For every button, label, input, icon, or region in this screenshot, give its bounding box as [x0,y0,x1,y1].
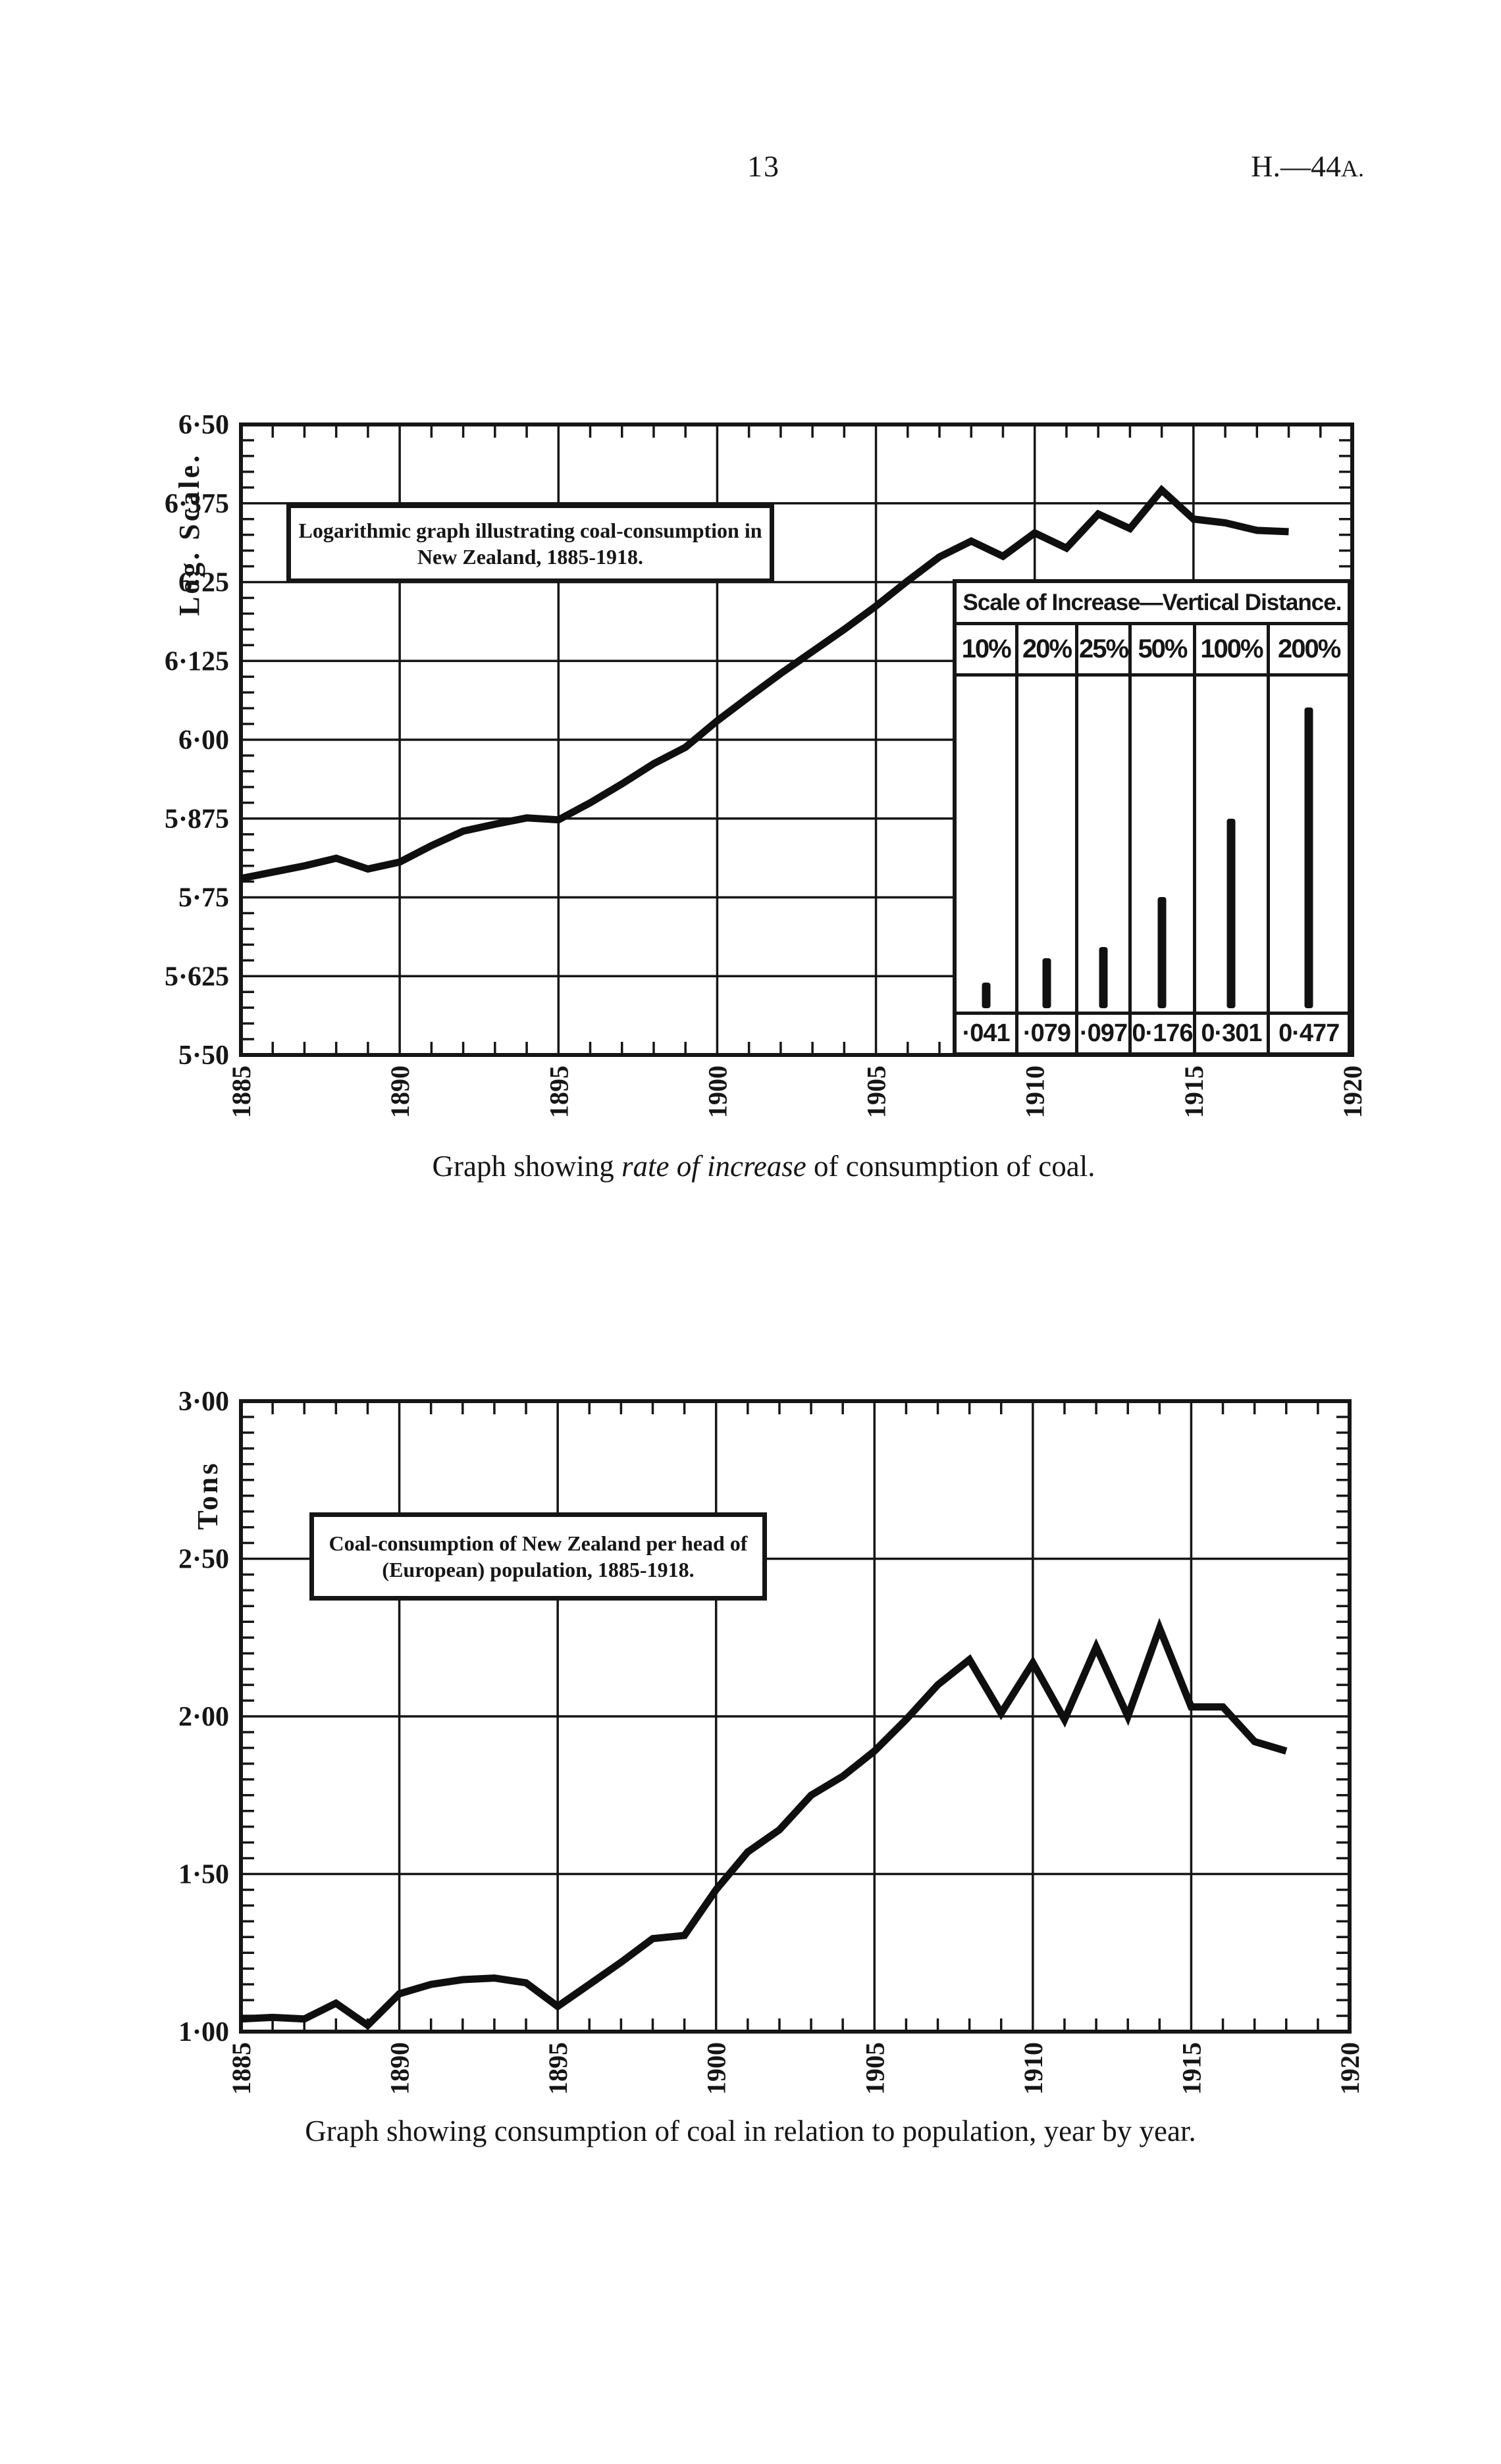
percent-label: 50% [1132,625,1193,677]
distance-value-label: ·079 [1018,1012,1075,1052]
y-axis-tick-label: 5·75 [178,883,229,913]
percent-label: 10% [957,625,1016,677]
x-axis-tick-label: 1910 [1020,1065,1050,1118]
plot-frame [239,423,1354,1057]
document-reference-main: H.—44 [1251,149,1341,183]
scale-column: 100% 0·301 [1196,625,1271,1052]
y-axis-tick-label: 6·25 [178,568,229,598]
x-axis-tick-label: 1905 [862,1065,891,1118]
percent-label: 200% [1270,625,1348,677]
vertical-distance-bar [1099,947,1108,1008]
x-axis-tick-label: 1915 [1176,2042,1206,2095]
vertical-distance-bar [982,983,991,1008]
y-axis-tick-label: 5·875 [165,804,229,834]
distance-value-label: 0·301 [1196,1012,1267,1052]
distance-value-label: ·041 [957,1012,1016,1052]
x-axis-tick-label: 1890 [385,2042,415,2095]
scale-column: 200% 0·477 [1270,625,1348,1052]
page-number: 13 [747,149,780,183]
scale-of-increase-header: Scale of Increase—Vertical Distance. [957,583,1348,625]
vertical-distance-bar [1304,707,1313,1008]
bottom-chart-caption: Graph showing consumption of coal in rel… [0,2114,1501,2148]
y-axis-tick-label: 6·00 [178,725,229,756]
x-axis-tick-label: 1885 [226,2042,256,2095]
x-axis-tick-label: 1920 [1338,1065,1367,1118]
plot-frame [239,1399,1352,2034]
y-axis-tick-label: 6·125 [165,646,229,677]
x-axis-tick-label: 1920 [1335,2042,1365,2095]
scale-column: 10% ·041 [957,625,1019,1052]
percent-label: 100% [1196,625,1267,677]
scale-column: 50% 0·176 [1132,625,1196,1052]
data-series-line [240,1618,1288,2030]
x-axis-tick-label: 1895 [543,2042,573,2095]
scale-of-increase-columns: 10% ·041 20% ·079 25% ·097 50% 0·176 100% 0·301 20… [957,625,1348,1052]
bar-area [1196,677,1267,1012]
vertical-distance-bar [1157,897,1167,1008]
scale-column: 25% ·097 [1078,625,1132,1052]
x-axis-tick-label: 1905 [860,2042,889,2095]
bottom-chart-title-line2: (European) population, 1885-1918. [382,1558,695,1581]
bar-area [957,677,1015,1012]
caption-text: of consumption of coal. [806,1150,1095,1183]
x-axis-tick-label: 1910 [1018,2042,1048,2095]
top-chart-title-line2: New Zealand, 1885-1918. [417,544,644,569]
y-axis-title: Tons [192,1461,224,1530]
x-axis-tick-label: 1895 [544,1065,573,1118]
percent-label: 20% [1018,625,1075,677]
document-reference: H.—44A. [1251,149,1364,184]
y-axis-tick-label: 5·625 [165,962,229,992]
distance-value-label: 0·477 [1270,1012,1348,1052]
y-axis-tick-label: 1·50 [178,1860,229,1890]
vertical-distance-bar [1226,819,1236,1008]
top-chart-caption: Graph showing rate of increase of consum… [0,1149,1501,1183]
x-axis-tick-label: 1900 [702,1065,732,1118]
percent-label: 25% [1078,625,1129,677]
caption-text: Graph showing [432,1150,621,1183]
y-axis-tick-label: 2·50 [178,1545,229,1575]
y-axis-title: Log. Scale. [173,453,205,616]
bar-area [1270,677,1348,1012]
y-axis-tick-label: 6·375 [165,489,229,519]
x-axis-tick-label: 1900 [702,2042,731,2095]
x-axis-tick-label: 1885 [226,1065,256,1118]
top-chart-title-box: Logarithmic graph illustrating coal-cons… [286,503,774,583]
y-axis-tick-label: 6·50 [178,410,229,440]
scale-column: 20% ·079 [1018,625,1078,1052]
y-axis-tick-label: 5·50 [178,1040,229,1071]
caption-italic-text: rate of increase [621,1150,806,1183]
distance-value-label: 0·176 [1132,1012,1194,1052]
bottom-chart-title-box: Coal-consumption of New Zealand per head… [309,1512,767,1601]
x-axis-tick-label: 1890 [385,1065,415,1118]
bottom-chart-title-line1: Coal-consumption of New Zealand per head… [329,1531,748,1555]
document-reference-suffix: A. [1341,155,1364,182]
bar-area [1078,677,1129,1012]
scale-of-increase-table: Scale of Increase—Vertical Distance. 10%… [953,579,1352,1056]
x-axis-tick-label: 1915 [1179,1065,1209,1118]
bar-area [1018,677,1074,1012]
caption-text: Graph showing consumption of coal in rel… [305,2115,1196,2147]
data-series-line [240,484,1289,883]
bar-area [1132,677,1192,1012]
y-axis-tick-label: 2·00 [178,1702,229,1732]
top-chart-title-line1: Logarithmic graph illustrating coal-cons… [298,518,762,542]
distance-value-label: ·097 [1078,1012,1129,1052]
vertical-distance-bar [1042,958,1051,1008]
y-axis-tick-label: 3·00 [178,1387,229,1417]
y-axis-tick-label: 1·00 [178,2017,229,2047]
